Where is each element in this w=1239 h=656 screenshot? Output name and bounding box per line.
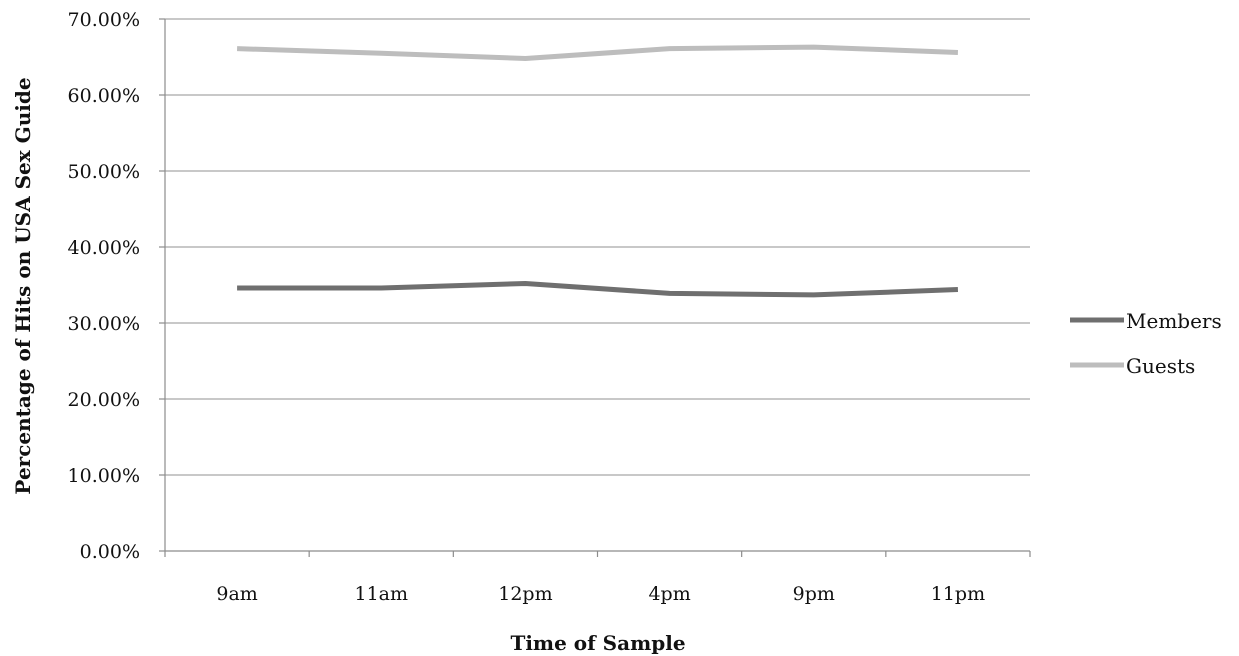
y-tick-label: 60.00%: [68, 85, 140, 107]
y-tick-label: 10.00%: [68, 465, 140, 487]
series-line-guests: [237, 44, 959, 62]
y-tick-label: 40.00%: [68, 237, 140, 259]
x-axis-title: Time of Sample: [510, 631, 685, 655]
x-tick-label: 11pm: [931, 583, 985, 605]
y-tick-label: 20.00%: [68, 389, 140, 411]
x-tick-label: 4pm: [648, 583, 690, 605]
axes: [159, 18, 1031, 557]
x-tick-label: 9pm: [793, 583, 835, 605]
x-tick-label: 9am: [216, 583, 257, 605]
series-lines: [237, 44, 959, 298]
y-tick-label: 70.00%: [68, 9, 140, 31]
y-axis-title: Percentage of Hits on USA Sex Guide: [11, 77, 35, 494]
y-tick-labels: 0.00% 10.00% 20.00% 30.00% 40.00% 50.00% 60.00…: [68, 9, 140, 563]
legend-label-guests: Guests: [1126, 354, 1195, 378]
legend-label-members: Members: [1126, 309, 1222, 333]
x-tick-label: 12pm: [498, 583, 552, 605]
y-tick-label: 50.00%: [68, 161, 140, 183]
y-tick-label: 0.00%: [80, 541, 140, 563]
x-tick-label: 11am: [354, 583, 408, 605]
gridlines: [165, 18, 1030, 476]
series-line-members: [237, 280, 959, 298]
legend: Members Guests: [1070, 309, 1222, 378]
x-tick-labels: 9am 11am 12pm 4pm 9pm 11pm: [216, 583, 985, 605]
y-tick-label: 30.00%: [68, 313, 140, 335]
